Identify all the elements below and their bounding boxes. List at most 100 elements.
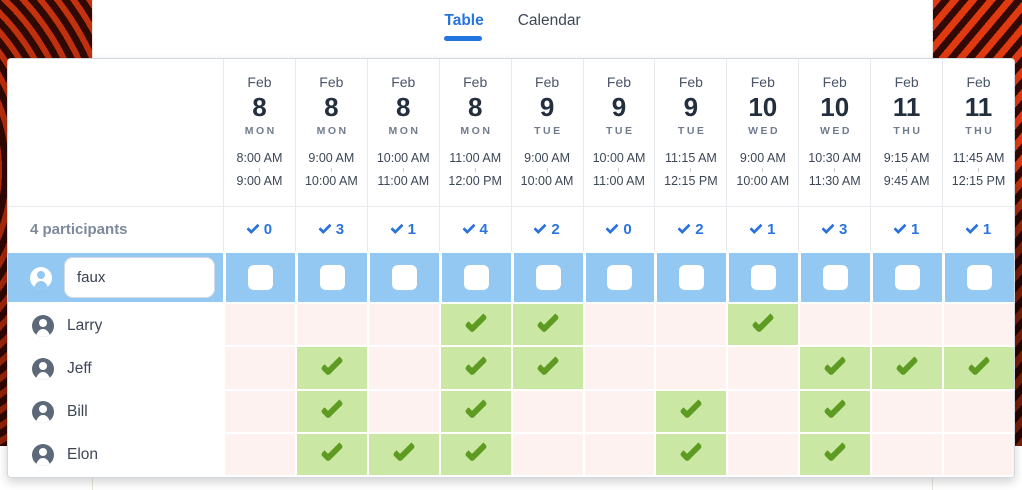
check-icon: [823, 395, 847, 420]
vote-cell: [582, 304, 655, 348]
vote-cell: [438, 390, 511, 434]
vote-cell: [582, 347, 655, 391]
check-icon: [464, 309, 488, 333]
participant-row-name: Jeff: [8, 347, 223, 391]
vote-cell: [294, 390, 367, 434]
check-icon: [895, 352, 919, 377]
check-icon: [967, 352, 991, 377]
vote-cell: [510, 433, 583, 477]
user-avatar-icon: [32, 401, 54, 424]
column-vote-count: 1: [870, 206, 943, 251]
vote-cell: [942, 347, 1014, 391]
check-icon: [320, 439, 344, 463]
date-column-header: Feb 8 MON 10:00 AM 11:00 AM: [366, 59, 439, 206]
availability-option: [366, 251, 439, 304]
vote-cell: [438, 304, 511, 348]
availability-option: [223, 251, 295, 304]
date-column-header: Feb 10 WED 10:30 AM 11:30 AM: [798, 59, 871, 206]
vote-cell: [654, 347, 727, 391]
vote-cell: [582, 433, 655, 477]
check-icon: [965, 220, 979, 234]
availability-checkbox[interactable]: [319, 265, 345, 290]
time-separator: [690, 168, 692, 173]
vote-cell: [798, 433, 871, 477]
availability-checkbox[interactable]: [463, 265, 489, 290]
vote-cell: [942, 304, 1014, 348]
time-separator: [546, 168, 548, 173]
availability-checkbox[interactable]: [895, 265, 921, 290]
header-spacer: [8, 59, 223, 206]
participant-row-name: Elon: [8, 433, 223, 477]
availability-checkbox[interactable]: [535, 265, 561, 290]
vote-cell: [366, 390, 439, 434]
user-avatar-icon: [32, 444, 54, 467]
column-vote-count: 3: [798, 206, 871, 251]
tab-calendar[interactable]: Calendar: [516, 10, 583, 46]
column-vote-count: 3: [294, 206, 367, 251]
column-vote-count: 1: [366, 206, 439, 251]
vote-cell: [366, 347, 439, 391]
tab-table-label: Table: [444, 12, 484, 29]
availability-checkbox[interactable]: [247, 265, 273, 290]
vote-cell: [510, 347, 583, 391]
check-icon: [392, 439, 416, 463]
vote-cell: [366, 433, 439, 477]
check-icon: [605, 220, 620, 234]
check-icon: [535, 309, 560, 333]
tab-calendar-label: Calendar: [517, 12, 581, 29]
tab-table[interactable]: Table: [442, 10, 485, 46]
time-separator: [258, 168, 260, 173]
vote-cell: [582, 390, 655, 434]
check-icon: [677, 220, 691, 234]
availability-checkbox[interactable]: [967, 265, 993, 290]
date-column-header: Feb 11 THU 11:45 AM 12:15 PM: [942, 59, 1014, 206]
check-icon: [679, 439, 704, 463]
availability-option: [798, 251, 871, 304]
availability-checkbox[interactable]: [823, 265, 849, 290]
check-icon: [679, 395, 704, 420]
user-avatar-icon: [30, 266, 52, 289]
date-column-header: Feb 8 MON 8:00 AM 9:00 AM: [223, 59, 295, 206]
participant-row-name: Bill: [8, 390, 223, 434]
date-column-header: Feb 9 TUE 11:15 AM 12:15 PM: [654, 59, 727, 206]
time-separator: [834, 168, 836, 173]
availability-checkbox[interactable]: [391, 265, 417, 290]
vote-cell: [726, 304, 799, 348]
availability-option: [438, 251, 511, 304]
check-icon: [823, 352, 847, 377]
vote-cell: [798, 304, 871, 348]
column-vote-count: 0: [223, 206, 295, 251]
vote-cell: [510, 390, 583, 434]
time-separator: [978, 168, 980, 173]
availability-option: [582, 251, 655, 304]
participant-row-name: Larry: [8, 304, 223, 348]
availability-checkbox[interactable]: [679, 265, 705, 290]
availability-table-panel: Feb 8 MON 8:00 AM 9:00 AM Feb 8 MON 9:00 AM 10:0…: [7, 58, 1015, 478]
check-icon: [320, 395, 344, 420]
column-vote-count: 2: [654, 206, 727, 251]
participant-name-input[interactable]: [64, 257, 215, 298]
check-icon: [533, 220, 548, 234]
date-column-header: Feb 11 THU 9:15 AM 9:45 AM: [870, 59, 943, 206]
vote-cell: [870, 304, 943, 348]
column-vote-count: 0: [582, 206, 655, 251]
check-icon: [823, 439, 847, 463]
availability-grid: Feb 8 MON 8:00 AM 9:00 AM Feb 8 MON 9:00 AM 10:0…: [8, 59, 1014, 477]
vote-cell: [942, 433, 1014, 477]
availability-checkbox[interactable]: [607, 265, 633, 290]
vote-cell: [294, 347, 367, 391]
vote-cell: [726, 433, 799, 477]
vote-cell: [223, 433, 295, 477]
vote-cell: [294, 304, 367, 348]
date-column-header: Feb 9 TUE 9:00 AM 10:00 AM: [510, 59, 583, 206]
check-icon: [464, 352, 488, 377]
availability-option: [726, 251, 799, 304]
vote-cell: [870, 347, 943, 391]
participant-count-label: 4 participants: [8, 206, 223, 251]
check-icon: [389, 220, 404, 234]
availability-option: [942, 251, 1014, 304]
availability-option: [654, 251, 727, 304]
availability-checkbox[interactable]: [751, 265, 777, 290]
check-icon: [246, 220, 260, 234]
